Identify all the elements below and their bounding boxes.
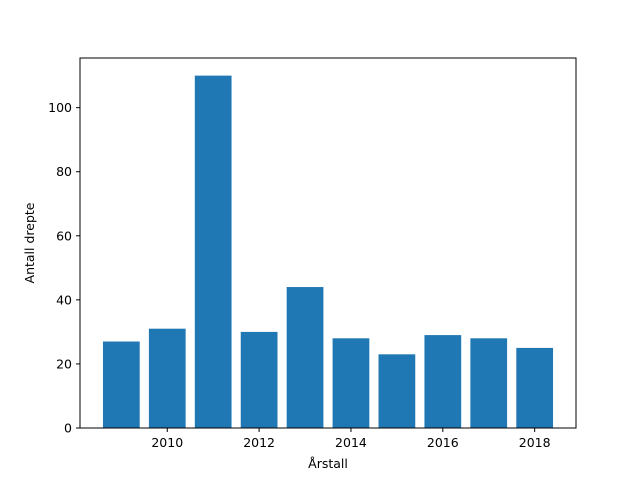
x-axis-title: Årstall <box>308 456 348 471</box>
y-axis-ticks: 0 20 40 60 80 100 <box>48 100 80 436</box>
bar-2017 <box>470 338 508 428</box>
y-tick-label: 40 <box>56 292 72 307</box>
bar-2018 <box>516 347 554 428</box>
x-tick-label: 2018 <box>519 435 551 450</box>
y-tick-label: 100 <box>48 100 72 115</box>
plot-frame <box>79 57 577 429</box>
x-tick-label: 2012 <box>243 435 275 450</box>
bar-2010 <box>148 328 186 428</box>
bars-group <box>102 75 554 428</box>
bar-2014 <box>332 338 370 428</box>
bar-2013 <box>286 287 324 428</box>
y-tick-label: 80 <box>56 164 72 179</box>
y-tick-label: 0 <box>64 421 72 436</box>
bar-2009 <box>102 341 140 428</box>
bar-2016 <box>424 335 462 428</box>
y-tick-label: 20 <box>56 356 72 371</box>
y-axis-title: Antall drepte <box>22 202 37 283</box>
bar-2015 <box>378 354 416 428</box>
x-tick-label: 2014 <box>335 435 367 450</box>
x-axis-ticks: 2010 2012 2014 2016 2018 <box>151 428 551 450</box>
y-tick-label: 60 <box>56 228 72 243</box>
bar-2011 <box>194 75 232 428</box>
bar-2012 <box>240 331 278 428</box>
x-tick-label: 2016 <box>427 435 459 450</box>
x-tick-label: 2010 <box>151 435 183 450</box>
